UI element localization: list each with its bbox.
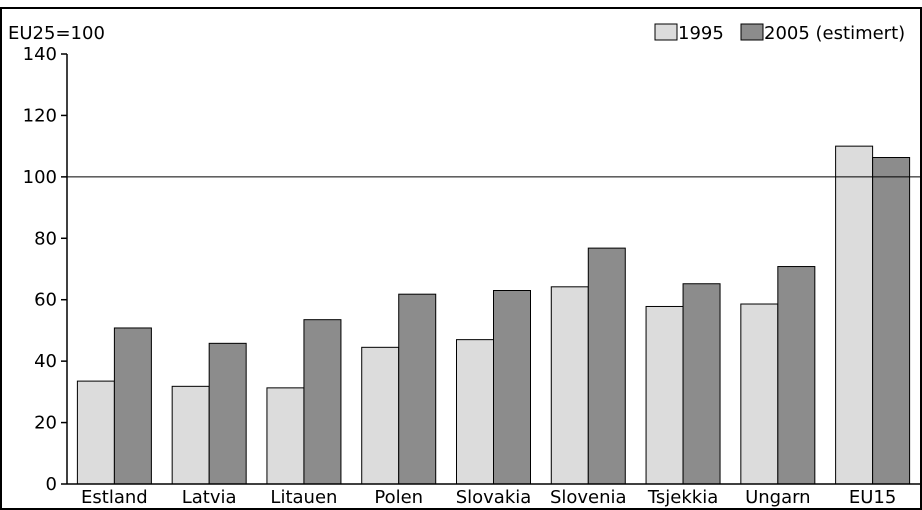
x-tick-label: EU15 (849, 487, 896, 508)
bar-2005-tsjekkia (682, 283, 721, 485)
x-tick-label: Latvia (182, 487, 237, 508)
legend-label-2005: 2005 (estimert) (764, 23, 905, 44)
x-axis: Estland Latvia Litauen Polen Slovakia Sloveni… (67, 483, 920, 508)
y-tick-label: 120 (23, 105, 57, 126)
bar-2005-polen (398, 293, 437, 485)
bar-2005-eu15 (872, 157, 911, 485)
bar-2005-slovakia (493, 290, 531, 485)
bar-1995-polen (361, 346, 400, 485)
bar-2005-estland (113, 327, 152, 485)
x-tick-label: Slovakia (456, 487, 532, 508)
bar-1995-tsjekkia (645, 305, 684, 485)
y-tick-label: 0 (46, 474, 57, 495)
bar-1995-slovakia (456, 339, 494, 485)
bar-1995-eu15 (835, 145, 874, 485)
legend: 1995 2005 (estimert) (654, 23, 905, 44)
x-tick-label: Ungarn (745, 487, 811, 508)
legend-swatch-1995 (654, 23, 678, 41)
unit-label: EU25=100 (8, 23, 105, 44)
bar-2005-litauen (303, 319, 342, 485)
bar-1995-slovenia (550, 286, 589, 485)
x-tick-label: Litauen (270, 487, 337, 508)
bar-2005-ungarn (777, 266, 816, 485)
y-tick-label: 140 (23, 44, 57, 65)
x-tick-label: Estland (81, 487, 148, 508)
legend-swatch-2005 (740, 23, 764, 41)
y-tick-label: 60 (34, 290, 57, 311)
y-tick-label: 40 (34, 351, 57, 372)
bar-2005-slovenia (587, 247, 626, 485)
bar-1995-estland (76, 380, 115, 485)
y-tick-label: 100 (23, 167, 57, 188)
y-tick-label: 80 (34, 228, 57, 249)
x-tick-label: Slovenia (550, 487, 627, 508)
x-tick-label: Polen (374, 487, 423, 508)
bar-1995-litauen (266, 387, 305, 485)
bar-1995-ungarn (740, 303, 779, 485)
bar-2005-latvia (208, 342, 247, 485)
x-tick-label: Tsjekkia (647, 487, 718, 508)
legend-label-1995: 1995 (678, 23, 724, 44)
y-tick-label: 20 (34, 413, 57, 434)
y-axis: 0 20 40 60 80 100 120 140 (23, 44, 68, 495)
bars (76, 145, 911, 485)
bar-1995-latvia (171, 385, 210, 485)
